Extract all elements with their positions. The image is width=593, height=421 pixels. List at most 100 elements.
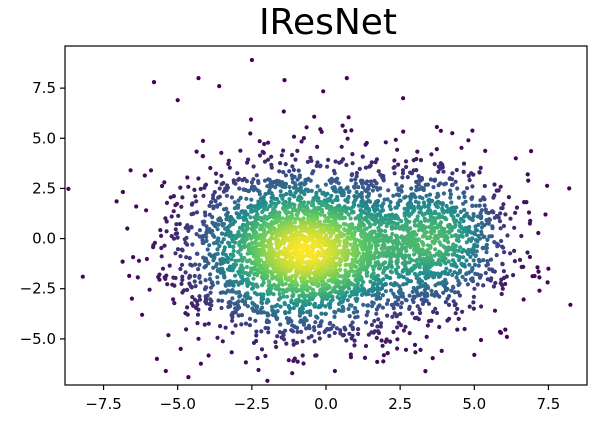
- data-point: [273, 340, 278, 345]
- data-point: [317, 188, 322, 193]
- data-point: [204, 231, 209, 236]
- data-point: [268, 228, 273, 233]
- data-point: [282, 300, 287, 306]
- data-point: [472, 262, 478, 267]
- data-point: [194, 149, 199, 154]
- data-point: [410, 289, 415, 294]
- data-point: [391, 241, 396, 246]
- data-point: [441, 210, 446, 215]
- data-point: [314, 353, 319, 358]
- data-point: [263, 232, 268, 237]
- data-point: [473, 238, 479, 243]
- data-point: [373, 244, 378, 249]
- data-point: [293, 157, 298, 162]
- data-point: [425, 323, 430, 328]
- data-point: [218, 202, 223, 207]
- x-tick-label: 0.0: [314, 395, 338, 413]
- data-point: [437, 249, 442, 254]
- data-point: [411, 252, 417, 257]
- data-point: [195, 312, 201, 317]
- data-point: [419, 291, 424, 296]
- data-point: [254, 230, 259, 235]
- data-point: [409, 171, 415, 176]
- data-point: [326, 198, 331, 203]
- data-point: [244, 196, 249, 201]
- data-point: [215, 227, 220, 232]
- data-point: [204, 234, 209, 240]
- data-point: [351, 273, 356, 278]
- data-point: [251, 208, 256, 213]
- data-point: [300, 353, 305, 358]
- data-point: [315, 160, 320, 165]
- data-point: [348, 242, 353, 247]
- data-point: [347, 269, 352, 274]
- data-point: [215, 204, 220, 209]
- data-point: [179, 262, 185, 267]
- data-point: [444, 203, 449, 209]
- data-point: [459, 145, 464, 150]
- data-point: [432, 162, 437, 167]
- data-point: [420, 247, 425, 252]
- data-point: [429, 199, 434, 204]
- data-point: [403, 245, 408, 250]
- data-point: [339, 193, 345, 198]
- data-point: [399, 219, 404, 224]
- data-point: [332, 330, 337, 336]
- data-point: [281, 294, 286, 299]
- data-point: [269, 165, 274, 170]
- data-point: [233, 310, 238, 315]
- data-point: [422, 291, 427, 296]
- data-point: [247, 323, 252, 328]
- data-point: [391, 193, 396, 198]
- data-point: [473, 227, 478, 233]
- data-point: [508, 216, 513, 221]
- data-point: [502, 250, 507, 255]
- data-point: [326, 302, 331, 307]
- data-point: [306, 259, 311, 264]
- data-point: [280, 196, 285, 201]
- data-point: [281, 170, 286, 175]
- data-point: [395, 346, 400, 351]
- data-point: [545, 280, 550, 285]
- data-point: [295, 359, 300, 364]
- data-point: [504, 334, 509, 339]
- data-point: [272, 236, 277, 241]
- data-point: [164, 200, 170, 205]
- data-point: [326, 157, 331, 162]
- data-point: [453, 311, 458, 316]
- data-point: [363, 142, 368, 147]
- data-point: [473, 224, 478, 229]
- data-point: [185, 242, 190, 247]
- data-point: [475, 282, 480, 287]
- data-point: [230, 233, 235, 238]
- data-point: [325, 164, 330, 169]
- data-point: [319, 319, 324, 324]
- data-point: [385, 197, 390, 202]
- data-point: [471, 300, 476, 305]
- data-point: [306, 266, 311, 271]
- data-point: [391, 165, 396, 170]
- data-point: [361, 302, 366, 307]
- data-point: [467, 262, 472, 267]
- data-point: [423, 369, 428, 374]
- data-point: [449, 262, 454, 267]
- data-point: [347, 294, 353, 299]
- data-point: [308, 309, 313, 314]
- data-point: [395, 325, 400, 330]
- data-point: [216, 238, 221, 243]
- data-point: [194, 210, 200, 215]
- data-point: [436, 257, 441, 263]
- data-point: [347, 303, 352, 308]
- data-point: [396, 265, 401, 270]
- data-point: [127, 273, 132, 278]
- data-point: [410, 311, 415, 316]
- data-point: [317, 291, 322, 296]
- data-point: [265, 318, 270, 323]
- data-point: [208, 290, 213, 295]
- data-point: [457, 293, 462, 298]
- data-point: [392, 311, 397, 316]
- data-point: [200, 138, 206, 143]
- data-point: [352, 237, 357, 242]
- data-point: [248, 131, 253, 136]
- data-point: [491, 284, 496, 289]
